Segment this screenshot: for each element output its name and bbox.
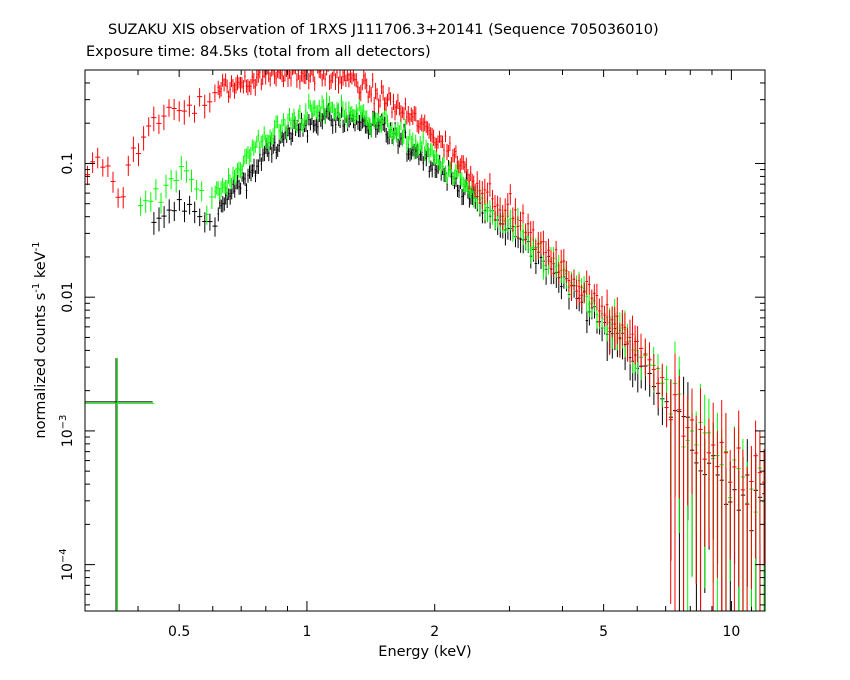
x-axis-title: Energy (keV) xyxy=(378,644,471,660)
y-tick-label: 10−3 xyxy=(58,415,76,448)
chart-subtitle: Exposure time: 84.5ks (total from all de… xyxy=(86,44,431,60)
y-tick-label: 0.01 xyxy=(60,282,76,313)
y-tick-label: 0.1 xyxy=(60,152,76,174)
x-tick-label: 5 xyxy=(599,624,608,640)
y-tick-base: 10 xyxy=(60,563,76,581)
y-axis-title-sup1: -1 xyxy=(31,283,42,293)
series-2-marks xyxy=(151,103,765,611)
x-tick-label: 0.5 xyxy=(168,624,190,640)
data-marks xyxy=(85,69,765,611)
reference-marker xyxy=(85,358,155,611)
y-tick-label: 10−4 xyxy=(58,548,76,581)
x-tick-label: 10 xyxy=(722,624,740,640)
y-axis-title-main: normalized counts s xyxy=(33,293,49,439)
y-axis-title-sup2: -1 xyxy=(31,241,42,251)
chart-title: SUZAKU XIS observation of 1RXS J111706.3… xyxy=(108,22,659,38)
plot-frame xyxy=(84,69,766,612)
x-tick-label: 1 xyxy=(302,624,311,640)
series-0-marks xyxy=(85,69,765,611)
y-axis-title: normalized counts s-1 keV-1 xyxy=(31,241,49,438)
y-tick-base: 10 xyxy=(60,429,76,447)
x-tick-label: 2 xyxy=(430,624,439,640)
y-tick-exp: −4 xyxy=(58,548,69,563)
y-axis-title-mid: keV xyxy=(33,251,49,282)
y-tick-exp: −3 xyxy=(58,415,69,430)
